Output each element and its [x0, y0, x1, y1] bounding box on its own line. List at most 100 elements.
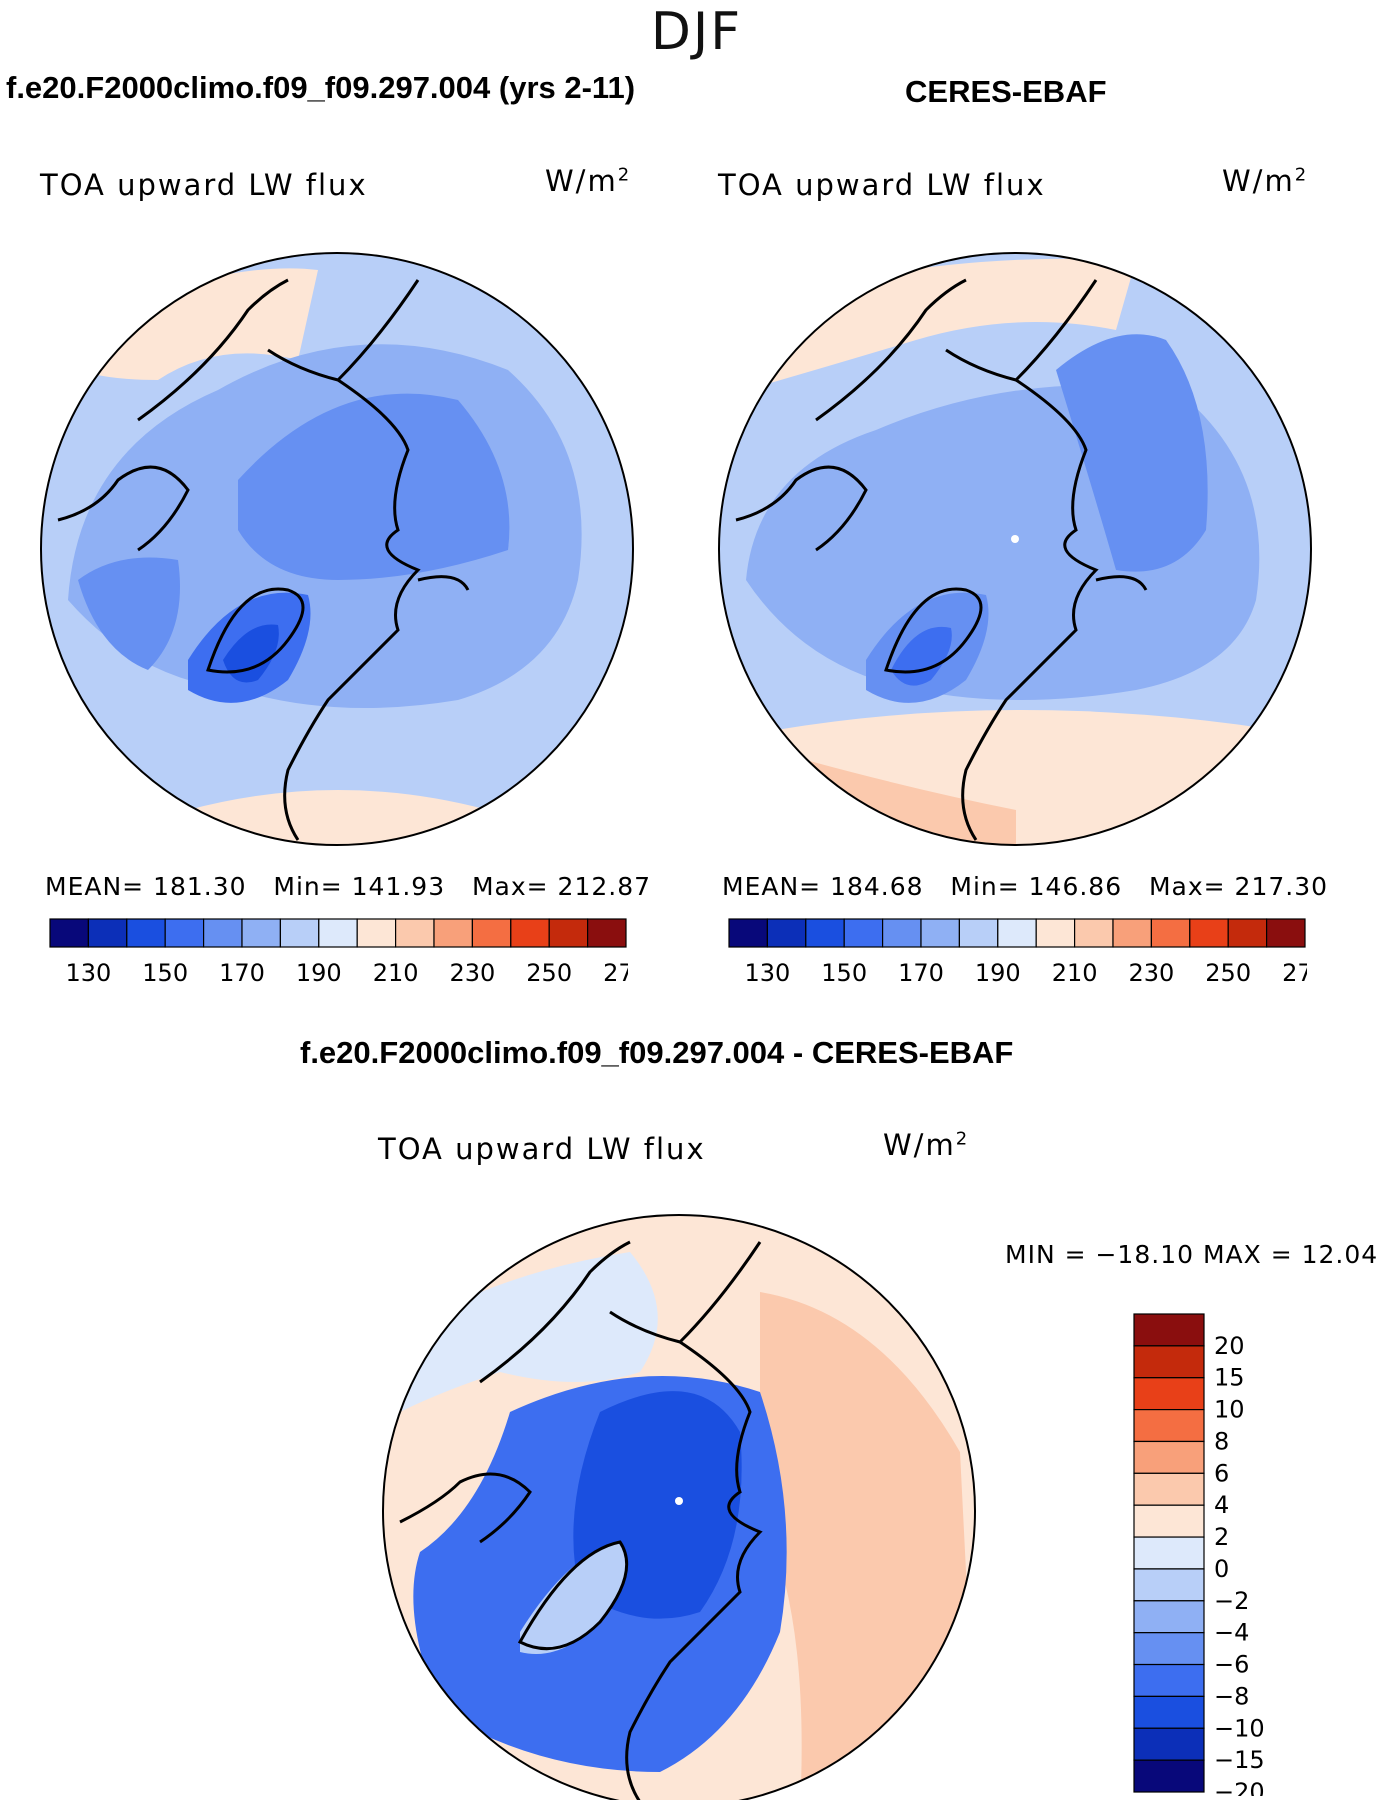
obs-colorbar-tick-label: 230 [1128, 959, 1174, 987]
diff-colorbar-tick-label: 20 [1214, 1332, 1245, 1360]
model-map [40, 252, 634, 846]
model-max: Max= 212.87 [471, 872, 652, 901]
obs-colorbar-swatch [728, 918, 769, 948]
diff-map [382, 1214, 976, 1800]
diff-colorbar-swatch [1133, 1472, 1205, 1506]
model-colorbar-swatch [395, 918, 435, 948]
diff-colorbar-swatch [1133, 1313, 1205, 1347]
model-panel-title: f.e20.F2000climo.f09_f09.297.004 (yrs 2-… [6, 70, 636, 105]
model-colorbar-swatch [164, 918, 205, 948]
obs-colorbar-swatch [1035, 918, 1076, 948]
obs-colorbar-swatch [882, 918, 922, 948]
obs-colorbar-tick-label: 190 [975, 959, 1021, 987]
model-colorbar-tick-label: 250 [526, 959, 572, 987]
diff-panel-title: f.e20.F2000climo.f09_f09.297.004 - CERES… [300, 1035, 1014, 1070]
diff-colorbar-tick-label: −8 [1214, 1682, 1249, 1710]
obs-colorbar-swatch [997, 918, 1037, 948]
diff-colorbar-tick-label: −2 [1214, 1587, 1249, 1615]
obs-colorbar-swatch [920, 918, 961, 948]
model-colorbar-tick-label: 170 [219, 959, 265, 987]
model-colorbar-swatch [471, 918, 512, 948]
diff-colorbar-tick-label: −15 [1214, 1746, 1265, 1774]
model-colorbar-swatch [87, 918, 128, 948]
coastlines [735, 278, 1148, 841]
diff-colorbar-tick-label: 15 [1214, 1364, 1245, 1392]
model-colorbar-swatch [203, 918, 243, 948]
model-colorbar-swatch [49, 918, 90, 948]
diff-colorbar-swatch [1133, 1377, 1205, 1411]
diff-colorbar-swatch [1133, 1440, 1205, 1474]
obs-colorbar-swatch [1189, 918, 1229, 948]
diff-colorbar-tick-label: −20 [1214, 1778, 1265, 1796]
model-mean: MEAN= 181.30 [45, 872, 247, 901]
model-colorbar-tick-label: 230 [449, 959, 495, 987]
model-colorbar-swatch [356, 918, 397, 948]
obs-map [718, 252, 1312, 846]
diff-colorbar-swatch [1133, 1568, 1205, 1602]
map-border [718, 252, 1312, 846]
obs-variable-label: TOA upward LW flux [718, 168, 1046, 202]
model-colorbar-swatch [241, 918, 282, 948]
diff-colorbar-swatch [1133, 1727, 1205, 1761]
map-border [382, 1214, 976, 1800]
diff-colorbar-swatch [1133, 1759, 1205, 1793]
obs-colorbar-tick-label: 150 [821, 959, 867, 987]
obs-colorbar-tick-label: 210 [1052, 959, 1098, 987]
obs-colorbar-swatch [766, 918, 807, 948]
diff-colorbar-tick-label: 0 [1214, 1555, 1229, 1583]
model-colorbar-tick-label: 190 [296, 959, 342, 987]
cold-region-canada [78, 557, 180, 670]
pole-marker [675, 1497, 683, 1505]
diff-colorbar-swatch [1133, 1345, 1205, 1379]
obs-panel-title: CERES-EBAF [905, 74, 1107, 109]
diff-colorbar-swatch [1133, 1695, 1205, 1729]
obs-colorbar-tick-label: 130 [744, 959, 790, 987]
map-border [40, 252, 634, 846]
obs-colorbar-swatch [958, 918, 999, 948]
obs-colorbar-swatch [1265, 918, 1306, 948]
model-colorbar-swatch [586, 918, 627, 948]
cold-region-arctic [238, 393, 510, 580]
model-min: Min= 141.93 [273, 872, 446, 901]
model-variable-label: TOA upward LW flux [40, 168, 368, 202]
diff-colorbar-tick-label: −10 [1214, 1714, 1265, 1742]
model-colorbar: 130 150 170 190 210 230 250 270 [49, 918, 628, 987]
diff-colorbar-tick-label: 2 [1214, 1523, 1229, 1551]
model-colorbar-swatch [548, 918, 589, 948]
obs-max: Max= 217.30 [1148, 872, 1329, 901]
diff-colorbar-tick-label: −4 [1214, 1619, 1249, 1647]
obs-colorbar-tick-label: 270 [1282, 959, 1307, 987]
obs-colorbar-swatch [1227, 918, 1268, 948]
diff-colorbar-swatch [1133, 1663, 1205, 1697]
model-colorbar-tick-label: 210 [373, 959, 419, 987]
diff-colorbar-tick-label: 8 [1214, 1427, 1229, 1455]
diff-units: W/m2 [883, 1128, 970, 1162]
obs-colorbar: 130 150 170 190 210 230 250 270 [728, 918, 1307, 987]
diff-colorbar-tick-label: −6 [1214, 1651, 1249, 1679]
model-colorbar-tick-label: 130 [65, 959, 111, 987]
obs-colorbar-tick-label: 170 [898, 959, 944, 987]
diff-colorbar-tick-label: 6 [1214, 1459, 1229, 1487]
model-colorbar-tick-label: 150 [142, 959, 188, 987]
model-colorbar-swatch [510, 918, 550, 948]
model-colorbar-swatch [126, 918, 166, 948]
diff-colorbar-swatch [1133, 1600, 1205, 1634]
greenland-streaks [520, 1542, 627, 1654]
near-zero-region-north [400, 1252, 658, 1412]
model-units: W/m2 [545, 164, 632, 198]
obs-colorbar-swatch [843, 918, 884, 948]
diff-colorbar-tick-label: 10 [1214, 1396, 1245, 1424]
model-colorbar-tick-label: 270 [603, 959, 628, 987]
cold-core-greenland [223, 624, 279, 683]
diff-colorbar-tick-label: 4 [1214, 1491, 1229, 1519]
model-colorbar-swatch [279, 918, 320, 948]
diff-minmax: MIN = −18.10 MAX = 12.04 [1005, 1240, 1379, 1269]
diff-colorbar-swatch [1133, 1536, 1205, 1570]
model-stats: MEAN= 181.30 Min= 141.93 Max= 212.87 [45, 872, 651, 901]
cold-region-siberia [1056, 334, 1208, 572]
diff-colorbar-swatch [1133, 1632, 1205, 1666]
warm-region-nw [78, 268, 318, 380]
obs-colorbar-swatch [805, 918, 845, 948]
diff-variable-label: TOA upward LW flux [378, 1132, 706, 1166]
